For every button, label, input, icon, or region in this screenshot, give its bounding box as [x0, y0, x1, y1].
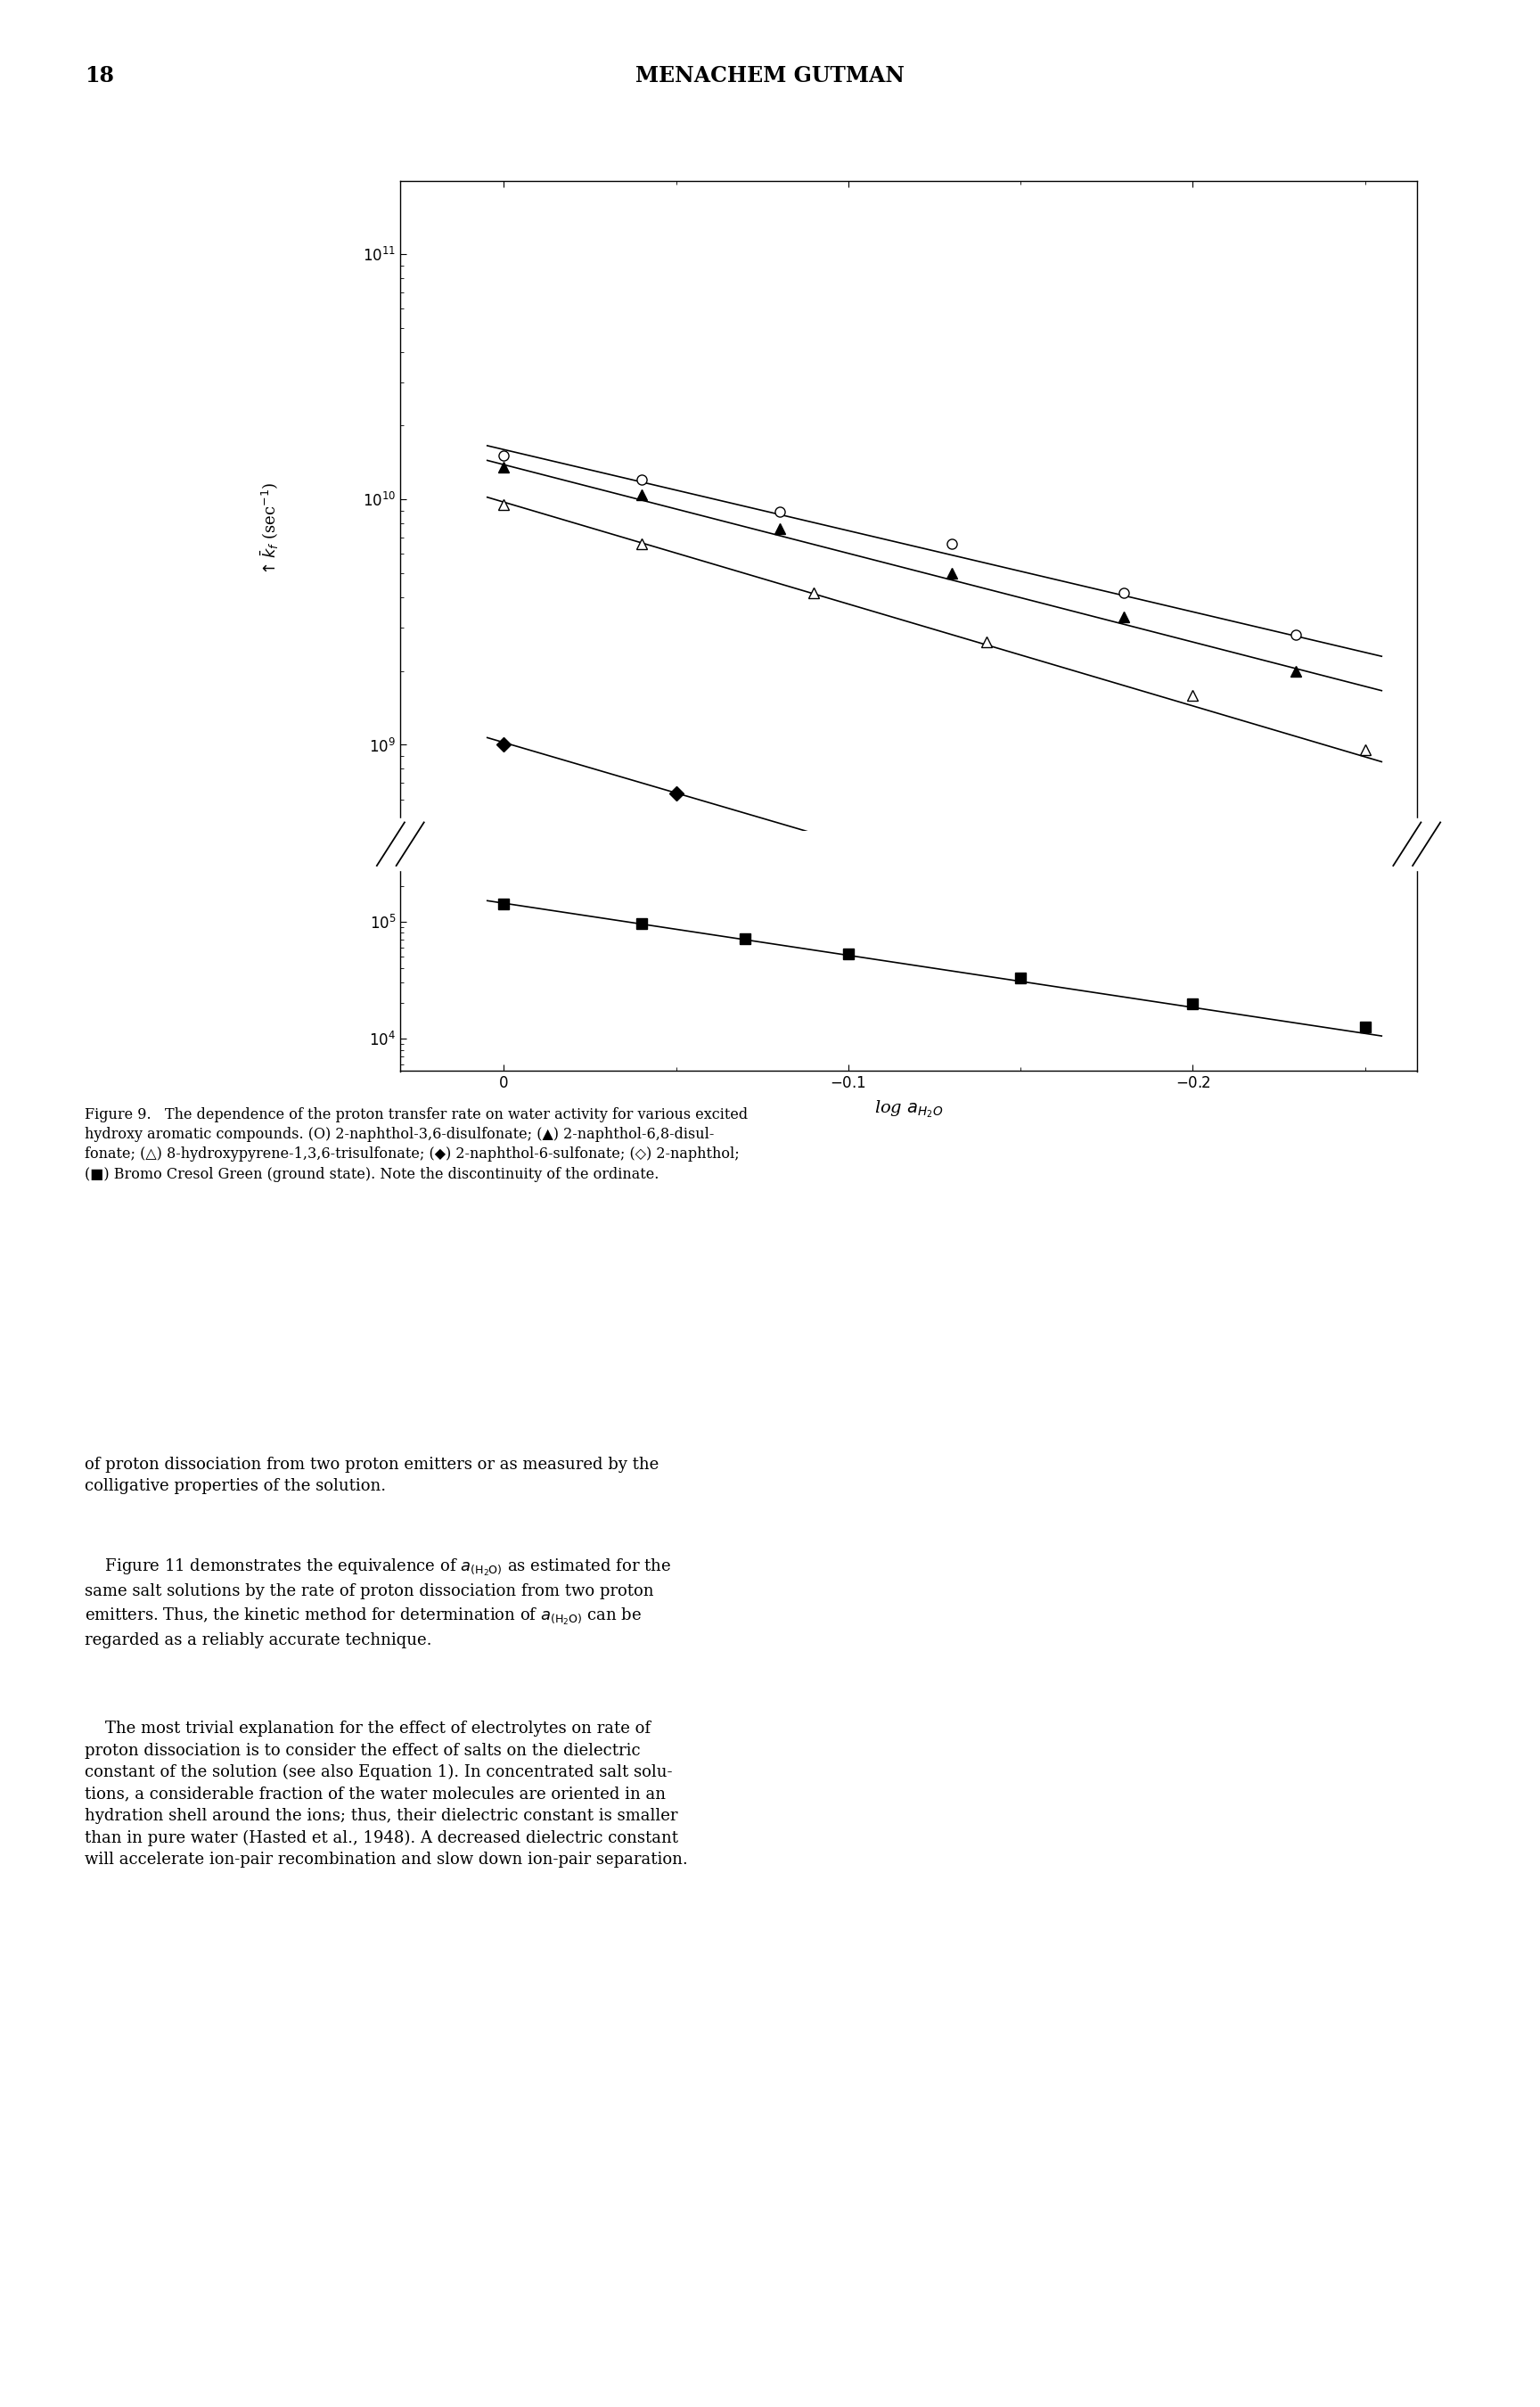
Text: Figure 9.   The dependence of the proton transfer rate on water activity for var: Figure 9. The dependence of the proton t… — [85, 1107, 748, 1182]
Text: Figure 11 demonstrates the equivalence of $a_{(\mathrm{H_2O})}$ as estimated for: Figure 11 demonstrates the equivalence o… — [85, 1557, 671, 1649]
X-axis label: log $a_{H_2O}$: log $a_{H_2O}$ — [875, 1100, 942, 1119]
Text: MENACHEM GUTMAN: MENACHEM GUTMAN — [636, 65, 904, 87]
Text: $\uparrow \bar{k}_f$ (sec$^{-1}$): $\uparrow \bar{k}_f$ (sec$^{-1}$) — [259, 481, 280, 578]
Text: 18: 18 — [85, 65, 114, 87]
Text: of proton dissociation from two proton emitters or as measured by the
colligativ: of proton dissociation from two proton e… — [85, 1456, 659, 1495]
Text: The most trivial explanation for the effect of electrolytes on rate of
proton di: The most trivial explanation for the eff… — [85, 1721, 688, 1868]
